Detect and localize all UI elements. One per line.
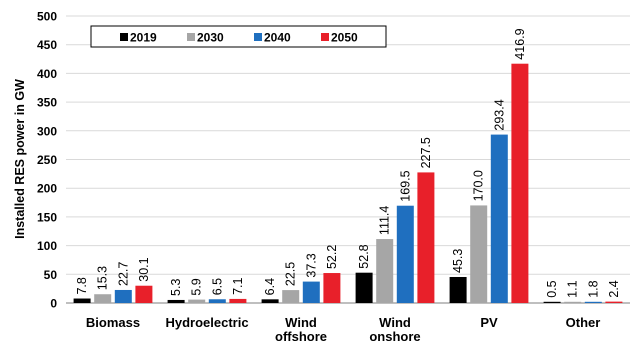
y-tick-label: 50 [44, 268, 58, 282]
data-label: 2.4 [607, 280, 621, 297]
bar [229, 298, 247, 303]
bar [167, 299, 185, 303]
data-label: 1.1 [566, 280, 580, 297]
bar [261, 299, 279, 303]
bar [564, 301, 582, 303]
bar [417, 172, 435, 303]
data-label: 6.5 [210, 278, 224, 295]
data-label: 293.4 [492, 99, 506, 130]
data-label: 0.5 [545, 280, 559, 297]
bar [605, 301, 623, 303]
bar [355, 272, 373, 303]
bar [323, 273, 341, 303]
y-tick-label: 250 [37, 153, 57, 167]
legend-item: 2030 [187, 31, 224, 45]
y-tick-label: 500 [37, 10, 57, 24]
bar [584, 301, 602, 303]
bar [449, 276, 467, 303]
data-label: 169.5 [398, 170, 412, 201]
data-label: 111.4 [378, 206, 392, 235]
y-tick-label: 450 [37, 38, 57, 52]
legend-swatch [187, 33, 195, 41]
x-tick-label: Wind [379, 315, 411, 330]
data-label: 37.3 [304, 253, 318, 277]
data-label: 170.0 [472, 170, 486, 201]
bar [114, 289, 132, 303]
y-tick-label: 200 [37, 182, 57, 196]
bar [282, 290, 300, 303]
data-label: 1.8 [586, 280, 600, 297]
x-tick-label: offshore [275, 329, 327, 342]
data-label: 6.4 [263, 278, 277, 295]
data-label: 30.1 [137, 257, 151, 281]
y-tick-label: 0 [50, 297, 57, 311]
legend: 2019 2030 2040 2050 [90, 25, 387, 48]
data-label: 15.3 [96, 266, 110, 290]
y-tick-label: 150 [37, 210, 57, 224]
data-label: 5.3 [169, 279, 183, 296]
legend-label: 2050 [331, 31, 358, 45]
data-label: 52.2 [325, 245, 339, 269]
y-tick-label: 300 [37, 124, 57, 138]
data-label: 22.5 [284, 262, 298, 286]
y-tick-label: 100 [37, 239, 57, 253]
data-label: 52.8 [357, 244, 371, 268]
data-label: 7.8 [75, 277, 89, 294]
legend-item: 2019 [120, 31, 157, 45]
bar [302, 281, 320, 303]
bar [490, 134, 508, 303]
y-axis-label: Installed RES power in GW [13, 79, 27, 239]
legend-item: 2050 [321, 31, 358, 45]
legend-label: 2019 [130, 31, 157, 45]
y-tick-label: 350 [37, 96, 57, 110]
x-tick-label: Biomass [86, 315, 140, 330]
bar [94, 294, 112, 303]
legend-item: 2040 [254, 31, 291, 45]
data-label: 416.9 [513, 28, 527, 59]
data-label: 7.1 [231, 277, 245, 294]
bar [376, 239, 394, 303]
legend-label: 2030 [197, 31, 224, 45]
legend-box [90, 25, 387, 48]
legend-swatch [254, 33, 262, 41]
x-tick-label: Wind [285, 315, 317, 330]
data-label: 45.3 [451, 249, 465, 273]
bar [396, 205, 414, 303]
bar [511, 63, 529, 303]
bar [73, 298, 91, 303]
data-label: 22.7 [116, 262, 130, 286]
x-tick-label: PV [480, 315, 498, 330]
legend-swatch [321, 33, 329, 41]
legend-label: 2040 [264, 31, 291, 45]
x-tick-label: onshore [369, 329, 420, 342]
bar [135, 285, 153, 303]
x-tick-label: Hydroelectric [165, 315, 248, 330]
bar [470, 205, 488, 303]
bar [208, 299, 226, 303]
legend-swatch [120, 33, 128, 41]
bar [188, 299, 206, 303]
bar [543, 301, 561, 303]
data-label: 5.9 [190, 278, 204, 295]
x-tick-label: Other [566, 315, 601, 330]
data-label: 227.5 [419, 137, 433, 168]
y-tick-label: 400 [37, 67, 57, 81]
